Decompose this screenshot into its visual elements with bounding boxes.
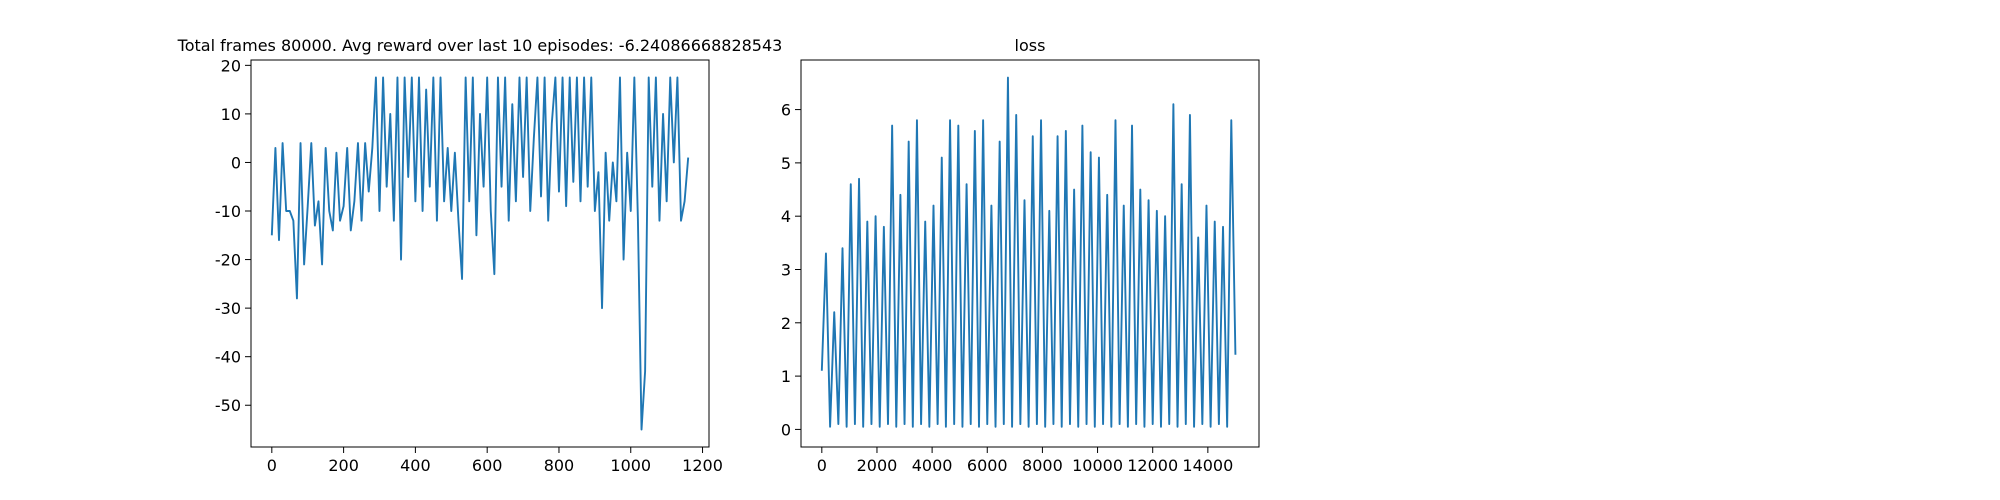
x-tick-label: 8000: [1022, 456, 1063, 475]
axes-frame: [250, 59, 710, 448]
x-tick-label: 2000: [857, 456, 898, 475]
data-line: [820, 76, 1237, 428]
y-tick-label: 6: [781, 101, 791, 120]
y-tick-label: 0: [781, 420, 791, 439]
y-tick-label: 20: [221, 56, 241, 75]
x-tick-label: 14000: [1182, 456, 1233, 475]
x-tick-label: 4000: [912, 456, 953, 475]
y-tick-label: 3: [781, 260, 791, 279]
x-tick-label: 12000: [1127, 456, 1178, 475]
y-tick-label: -50: [215, 396, 241, 415]
x-tick-label: 400: [400, 456, 431, 475]
x-tick-label: 600: [472, 456, 503, 475]
y-tick-label: -40: [215, 348, 241, 367]
y-tick-label: 0: [231, 153, 241, 172]
chart-title: Total frames 80000. Avg reward over last…: [177, 36, 783, 55]
y-tick-label: 10: [221, 105, 241, 124]
y-tick-label: 4: [781, 207, 791, 226]
x-tick-label: 6000: [967, 456, 1008, 475]
y-tick-label: 1: [781, 367, 791, 386]
axes-frame: [800, 59, 1260, 448]
y-tick-label: -10: [215, 202, 241, 221]
x-tick-label: 200: [328, 456, 359, 475]
data-line: [270, 76, 690, 431]
y-tick-label: -20: [215, 251, 241, 270]
x-tick-label: 1200: [682, 456, 723, 475]
chart-title: loss: [1015, 36, 1046, 55]
x-tick-label: 1000: [610, 456, 651, 475]
y-tick-label: 5: [781, 154, 791, 173]
y-tick-label: -30: [215, 299, 241, 318]
x-tick-label: 0: [817, 456, 827, 475]
x-tick-label: 10000: [1072, 456, 1123, 475]
x-tick-label: 800: [544, 456, 575, 475]
y-tick-label: 2: [781, 314, 791, 333]
x-tick-label: 0: [267, 456, 277, 475]
